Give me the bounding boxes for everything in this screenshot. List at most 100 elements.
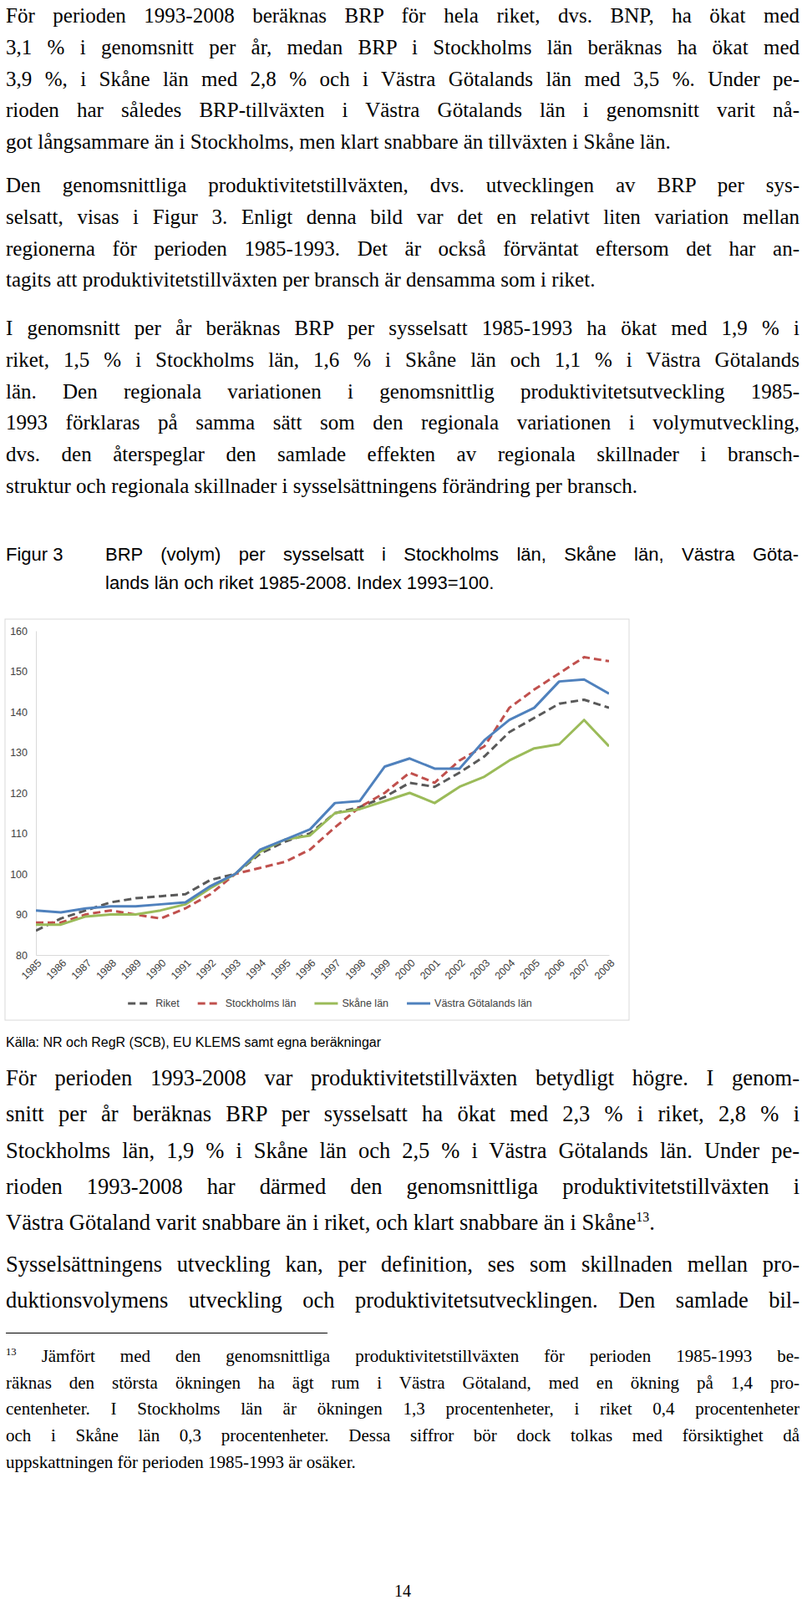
y-tick: 130 <box>10 746 36 759</box>
x-tick: 2005 <box>517 954 543 982</box>
x-tick-label: 1995 <box>268 957 294 983</box>
y-tick-label: 140 <box>10 706 28 719</box>
x-tick-label: 1992 <box>193 957 219 983</box>
y-tick-label: 80 <box>15 949 28 962</box>
series-line <box>35 657 610 924</box>
x-tick: 2008 <box>592 954 618 982</box>
x-axis-line <box>36 954 610 956</box>
text: struktur och regionala skillnader i syss… <box>5 474 638 498</box>
x-tick-label: 2002 <box>442 957 468 983</box>
y-tick: 90 <box>15 908 36 921</box>
text: För perioden 1993-2008 var produktivitet… <box>5 1065 800 1091</box>
x-tick: 1998 <box>343 954 369 982</box>
paragraph-line: Stockholms län, 1,9 % i Skåne län och 2,… <box>5 1132 800 1169</box>
text: selsatt, visas i Figur 3. Enligt denna b… <box>5 205 800 229</box>
x-tick: 1990 <box>143 954 169 982</box>
x-tick: 2007 <box>567 954 593 982</box>
text: För perioden 1993-2008 beräknas BRP för … <box>5 4 800 27</box>
footnote-line: och i Skåne län 0,3 procentenheter. Dess… <box>5 1422 800 1450</box>
x-tick-label: 2003 <box>467 957 493 983</box>
x-tick-label: 1987 <box>69 957 95 983</box>
figure-label: Figur 3 <box>5 540 63 569</box>
y-tick-label: 100 <box>10 868 28 881</box>
legend-label: Västra Götalands län <box>434 997 533 1010</box>
x-tick: 1997 <box>318 954 344 982</box>
y-tick: 150 <box>10 665 36 678</box>
plot <box>35 657 610 931</box>
x-tick-label: 1990 <box>143 957 169 983</box>
legend-swatch <box>406 1002 431 1006</box>
text: 3,9 %, i Skåne län med 2,8 % och i Västr… <box>5 67 800 91</box>
footnote-rule <box>5 1332 328 1334</box>
legend-label: Riket <box>155 997 180 1010</box>
x-tick: 2003 <box>467 954 493 982</box>
text: uppskattningen för perioden 1985-1993 är… <box>5 1451 356 1473</box>
legend-swatch <box>197 1002 222 1006</box>
x-tick-label: 2000 <box>392 957 418 983</box>
paragraph-line: rioden 1993-2008 har därmed den genomsni… <box>5 1168 800 1205</box>
paragraph-line: snitt per år beräknas BRP per sysselsatt… <box>5 1096 800 1132</box>
x-tick-label: 1996 <box>293 957 319 983</box>
text: dvs. den återspeglar den samlade effekte… <box>5 442 800 466</box>
text: Jämfört med den genomsnittliga produktiv… <box>41 1345 800 1366</box>
y-tick: 110 <box>10 827 36 840</box>
x-tick: 1994 <box>243 954 269 982</box>
x-tick-label: 1991 <box>168 957 194 983</box>
legend-label: Skåne län <box>341 997 389 1010</box>
text: BRP (volym) per sysselsatt i Stockholms … <box>105 543 799 565</box>
paragraph-line: 1993 förklaras på samma sätt som den reg… <box>5 406 800 439</box>
x-tick: 1991 <box>168 954 194 982</box>
footnote-ref: 13 <box>635 1209 650 1224</box>
x-axis: 1985198619871988198919901991199219931994… <box>19 954 618 982</box>
paragraph-line: dvs. den återspeglar den samlade effekte… <box>5 438 800 471</box>
text: got långsammare än i Stockholms, men kla… <box>5 130 671 153</box>
x-tick: 2004 <box>492 954 518 982</box>
y-tick-label: 110 <box>10 827 28 840</box>
x-tick: 2001 <box>417 954 443 982</box>
x-tick-label: 1989 <box>118 957 144 983</box>
x-tick: 1985 <box>19 954 45 982</box>
text: . <box>649 1209 655 1235</box>
paragraph-line: 3,1 % i genomsnitt per år, medan BRP i S… <box>5 31 800 64</box>
text: lands län och riket 1985-2008. Index 199… <box>105 572 494 594</box>
x-tick-label: 2005 <box>517 957 543 983</box>
paragraph-line: Sysselsättningens utveckling kan, per de… <box>5 1246 800 1283</box>
text: Sysselsättningens utveckling kan, per de… <box>5 1251 800 1277</box>
x-tick: 1995 <box>268 954 294 982</box>
paragraph-line: selsatt, visas i Figur 3. Enligt denna b… <box>5 201 800 234</box>
footnote-line: 13 Jämfört med den genomsnittliga produk… <box>5 1343 800 1371</box>
legend-item: Riket <box>127 997 180 1010</box>
text: Den genomsnittliga produktivitetstillväx… <box>5 173 800 197</box>
text: län. Den regionala variationen i genomsn… <box>5 380 800 403</box>
paragraph-line: Den genomsnittliga produktivitetstillväx… <box>5 169 800 202</box>
x-tick: 2006 <box>542 954 568 982</box>
text: rioden 1993-2008 har därmed den genomsni… <box>5 1173 800 1199</box>
text: 3,1 % i genomsnitt per år, medan BRP i S… <box>5 35 800 59</box>
y-tick-label: 120 <box>10 787 28 800</box>
paragraph-line: län. Den regionala variationen i genomsn… <box>5 375 800 408</box>
footnote-line: räknas den största ökningen ha ägt rum i… <box>5 1370 800 1397</box>
y-tick-label: 130 <box>10 746 28 759</box>
x-tick-label: 1997 <box>318 957 344 983</box>
legend-swatch <box>314 1002 338 1006</box>
x-tick-label: 2004 <box>492 957 518 983</box>
x-tick-label: 2001 <box>417 957 443 983</box>
text: snitt per år beräknas BRP per sysselsatt… <box>5 1101 800 1127</box>
paragraph-line: duktionsvolymens utveckling och produkti… <box>5 1282 800 1319</box>
x-tick-label: 1985 <box>19 957 45 983</box>
y-tick: 160 <box>10 625 36 638</box>
text: duktionsvolymens utveckling och produkti… <box>5 1287 800 1313</box>
x-tick: 1999 <box>368 954 394 982</box>
paragraph-line: 3,9 %, i Skåne län med 2,8 % och i Västr… <box>5 63 800 96</box>
y-tick: 120 <box>10 787 36 800</box>
x-tick-label: 1998 <box>343 957 369 983</box>
y-tick: 100 <box>10 868 36 881</box>
paragraph-line: riket, 1,5 % i Stockholms län, 1,6 % i S… <box>5 344 800 376</box>
x-tick: 1996 <box>293 954 319 982</box>
y-axis: 80 90 100 110 120 130 140 150 160 <box>10 625 36 962</box>
paragraph-line: tagits att produktivitetstillväxten per … <box>5 263 800 296</box>
text: riket, 1,5 % i Stockholms län, 1,6 % i S… <box>5 348 800 371</box>
series-line <box>35 720 610 925</box>
x-tick: 1993 <box>218 954 244 982</box>
x-tick-label: 1994 <box>243 957 269 983</box>
